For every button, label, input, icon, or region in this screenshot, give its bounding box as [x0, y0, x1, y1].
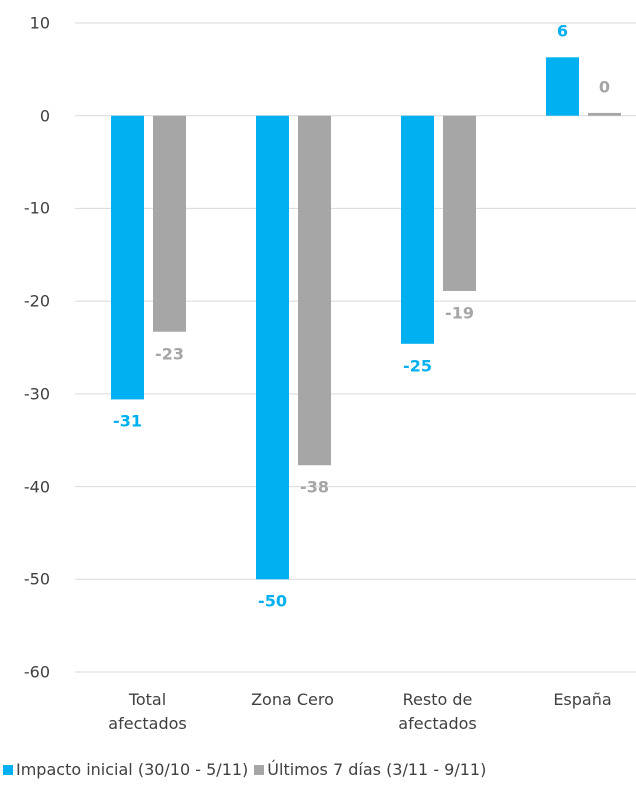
- bar: [298, 115, 331, 466]
- legend-item: Últimos 7 días (3/11 - 9/11): [254, 760, 486, 779]
- y-tick-label: -20: [23, 291, 50, 311]
- value-label: -38: [300, 477, 329, 497]
- bar: [111, 115, 144, 400]
- legend-label: Últimos 7 días (3/11 - 9/11): [267, 760, 487, 779]
- y-tick-label: 10: [29, 13, 50, 33]
- legend-swatch: [3, 765, 13, 775]
- bar: [546, 57, 579, 116]
- x-tick-label: España: [553, 690, 612, 709]
- legend-swatch: [254, 765, 265, 775]
- value-label: -31: [113, 411, 142, 431]
- bar: [588, 112, 621, 116]
- value-label: -25: [403, 356, 432, 376]
- value-label: 6: [556, 21, 569, 41]
- y-tick-label: -40: [23, 477, 50, 497]
- legend-item: Impacto inicial (30/10 - 5/11): [3, 760, 248, 779]
- value-label: -50: [258, 591, 287, 611]
- bar: [153, 115, 186, 332]
- y-tick-label: 0: [39, 106, 50, 126]
- x-tick-label: Zona Cero: [251, 690, 334, 709]
- legend-label: Impacto inicial (30/10 - 5/11): [16, 760, 249, 779]
- value-label: 0: [598, 77, 611, 97]
- x-tick-label: Total afectados: [108, 690, 187, 733]
- y-tick-label: -60: [23, 662, 50, 682]
- y-tick-label: -30: [23, 384, 50, 404]
- bar: [443, 115, 476, 291]
- value-label: -23: [155, 344, 184, 364]
- bar: [401, 115, 434, 344]
- bar: [256, 115, 289, 580]
- y-tick-label: -10: [23, 198, 50, 218]
- value-label: -19: [445, 303, 474, 323]
- x-tick-label: Resto de afectados: [398, 690, 477, 733]
- y-tick-label: -50: [23, 569, 50, 589]
